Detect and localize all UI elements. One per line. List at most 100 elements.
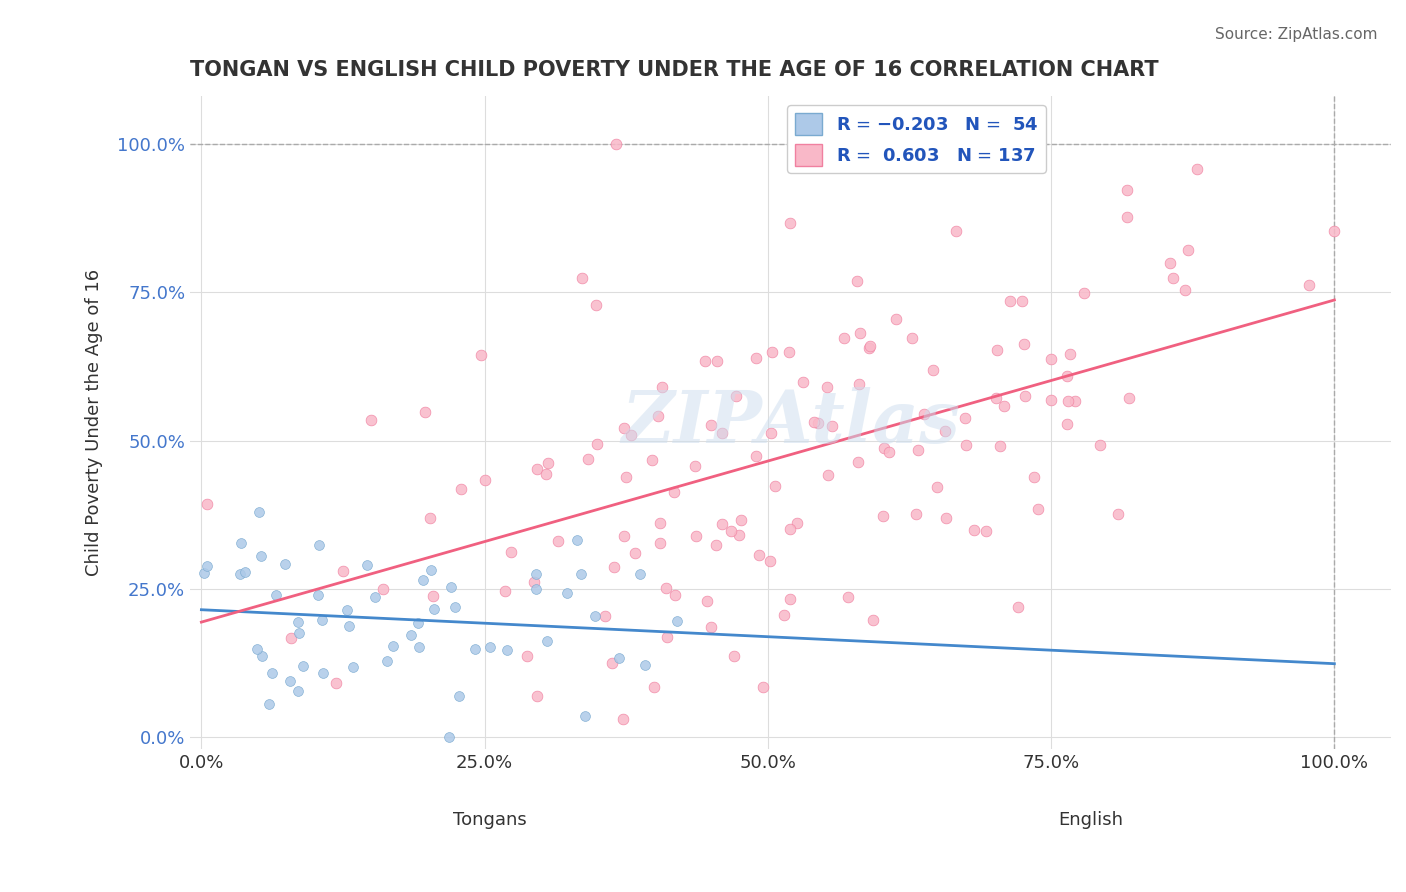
Point [779,591,801,606]
Point [569,566,592,581]
Point [336,603,359,617]
Text: TONGAN VS ENGLISH CHILD POVERTY UNDER THE AGE OF 16 CORRELATION CHART: TONGAN VS ENGLISH CHILD POVERTY UNDER TH… [190,60,1159,79]
Point [583,608,606,623]
Point [600,656,623,670]
Point [900,331,922,345]
Point [499,544,522,558]
Point [700,620,723,634]
Point [1007,600,1029,615]
Point [605,136,627,151]
Point [728,528,751,542]
Point [779,523,801,537]
Point [613,529,636,543]
Point [1161,271,1184,285]
Point [1014,389,1036,403]
Point [450,482,472,496]
Point [537,456,560,470]
Point [650,516,672,531]
Point [685,529,707,543]
Point [229,567,252,582]
Point [748,548,770,562]
Point [406,616,429,631]
Point [935,510,957,524]
Point [993,399,1015,413]
Point [1056,417,1078,431]
Point [311,613,333,627]
Point [815,380,838,394]
Point [862,613,884,627]
Point [792,375,814,389]
Point [288,626,311,640]
Point [247,505,270,519]
Point [193,566,215,580]
Point [1118,391,1140,405]
Point [953,411,976,425]
Point [1073,285,1095,300]
Point [444,600,467,615]
Point [858,341,880,355]
Point [360,412,382,426]
Point [873,441,896,455]
Point [593,609,616,624]
Point [470,348,492,362]
Point [1185,161,1208,176]
Point [904,508,927,522]
Point [287,615,309,630]
Point [846,274,869,288]
Point [912,407,935,421]
Point [422,590,444,604]
Point [859,339,882,353]
Point [195,497,218,511]
Point [408,640,430,655]
Point [641,452,664,467]
Point [1059,347,1081,361]
Point [464,641,486,656]
Point [274,557,297,571]
Text: Tongans: Tongans [453,811,527,830]
Point [420,563,443,577]
Point [763,479,786,493]
Point [474,473,496,487]
Point [723,649,745,664]
Point [683,458,706,473]
Point [984,392,1007,406]
Point [1022,470,1045,484]
Point [602,560,624,574]
Point [413,404,436,418]
Point [624,546,647,560]
Point [308,538,330,552]
Point [1026,501,1049,516]
Point [356,558,378,573]
Point [1116,183,1139,197]
Point [696,594,718,608]
Point [925,480,948,494]
Point [287,684,309,698]
Point [364,590,387,604]
Point [607,651,630,665]
Point [423,602,446,616]
Point [571,270,593,285]
Point [1040,392,1063,407]
Point [291,658,314,673]
Point [907,442,929,457]
Point [1064,394,1087,409]
Point [1039,352,1062,367]
Point [720,524,742,538]
Point [613,421,636,435]
Point [879,445,901,459]
Point [278,673,301,688]
Point [710,425,733,440]
Text: ZIPAtlas: ZIPAtlas [621,387,960,458]
Point [633,658,655,673]
Text: Source: ZipAtlas.com: Source: ZipAtlas.com [1215,27,1378,42]
Point [773,607,796,622]
Point [849,326,872,340]
Point [252,649,274,664]
Point [576,452,599,467]
Point [730,513,752,527]
Point [565,533,588,547]
Point [945,224,967,238]
Point [988,438,1011,452]
Point [986,343,1008,358]
Point [585,298,607,312]
